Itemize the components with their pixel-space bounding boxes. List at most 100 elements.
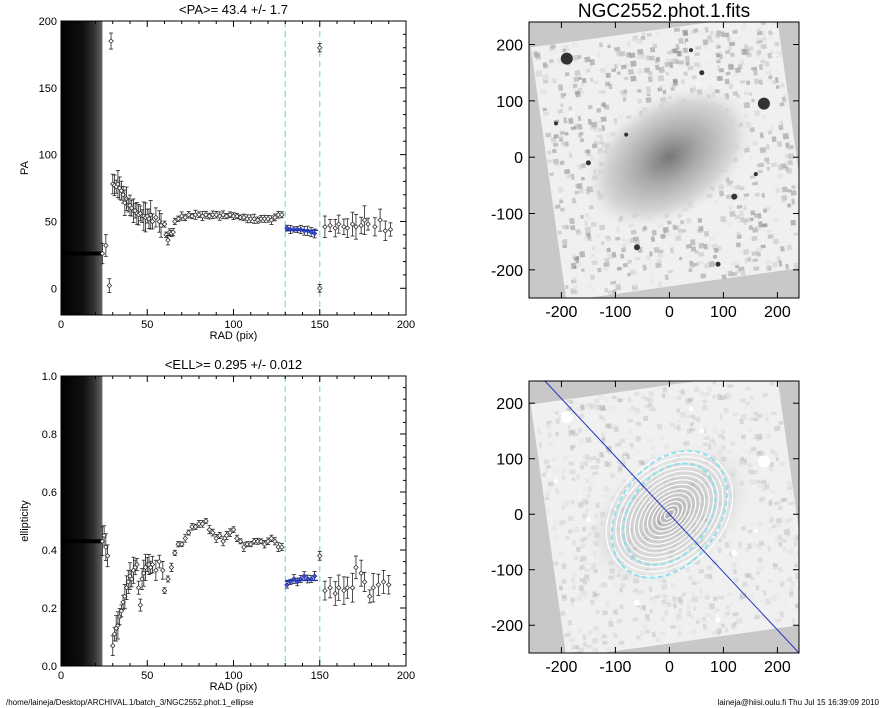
noise-speckle bbox=[724, 585, 731, 590]
noise-speckle bbox=[537, 427, 542, 435]
noise-speckle bbox=[666, 265, 671, 270]
noise-speckle bbox=[579, 413, 585, 419]
data-point bbox=[153, 214, 159, 221]
noise-speckle bbox=[606, 646, 613, 653]
star bbox=[715, 617, 721, 623]
noise-speckle bbox=[616, 459, 622, 465]
noise-speckle bbox=[619, 438, 626, 444]
noise-speckle bbox=[576, 492, 583, 500]
noise-speckle bbox=[760, 477, 766, 483]
noise-speckle bbox=[712, 254, 718, 259]
y-tick-label: 0.2 bbox=[42, 603, 57, 615]
data-point bbox=[185, 529, 192, 536]
noise-speckle bbox=[587, 118, 592, 125]
noise-speckle bbox=[591, 465, 596, 469]
noise-speckle bbox=[766, 433, 772, 439]
noise-speckle bbox=[608, 620, 614, 628]
noise-speckle bbox=[620, 253, 625, 259]
noise-speckle bbox=[749, 155, 754, 160]
noise-speckle bbox=[584, 503, 590, 509]
noise-speckle bbox=[670, 624, 677, 629]
noise-speckle bbox=[612, 632, 618, 639]
noise-speckle bbox=[744, 258, 749, 264]
data-point bbox=[322, 224, 328, 230]
x-tick-label: 0 bbox=[665, 304, 674, 321]
noise-speckle bbox=[566, 174, 572, 179]
noise-speckle bbox=[778, 541, 783, 547]
noise-speckle bbox=[755, 543, 762, 548]
noise-speckle bbox=[637, 68, 643, 75]
noise-speckle bbox=[580, 138, 584, 143]
noise-speckle bbox=[679, 600, 684, 605]
noise-speckle bbox=[623, 76, 629, 81]
noise-speckle bbox=[687, 65, 694, 71]
noise-speckle bbox=[755, 436, 762, 442]
noise-speckle bbox=[731, 411, 739, 417]
data-point bbox=[203, 518, 209, 524]
noise-speckle bbox=[562, 454, 569, 462]
noise-speckle bbox=[658, 602, 665, 609]
data-point bbox=[265, 216, 271, 222]
noise-speckle bbox=[606, 247, 612, 253]
noise-speckle bbox=[637, 48, 644, 56]
noise-speckle bbox=[601, 634, 608, 639]
noise-speckle bbox=[559, 519, 566, 525]
noise-speckle bbox=[653, 600, 658, 606]
noise-speckle bbox=[780, 497, 786, 503]
noise-speckle bbox=[651, 448, 657, 452]
noise-speckle bbox=[728, 84, 734, 89]
image-frame-border bbox=[528, 380, 800, 654]
noise-speckle bbox=[677, 50, 683, 57]
noise-speckle bbox=[785, 532, 791, 537]
noise-speckle bbox=[648, 390, 655, 397]
noise-speckle bbox=[635, 634, 641, 640]
noise-speckle bbox=[573, 555, 579, 561]
noise-speckle bbox=[748, 225, 753, 231]
noise-speckle bbox=[771, 79, 776, 85]
noise-speckle bbox=[623, 641, 629, 646]
noise-speckle bbox=[588, 630, 593, 635]
noise-speckle bbox=[581, 77, 587, 84]
noise-speckle bbox=[554, 488, 560, 495]
data-point bbox=[272, 214, 278, 221]
noise-speckle bbox=[733, 577, 739, 584]
noise-speckle bbox=[760, 613, 765, 619]
noise-speckle bbox=[614, 46, 621, 52]
noise-speckle bbox=[663, 609, 669, 616]
noise-speckle bbox=[591, 121, 598, 128]
noise-speckle bbox=[573, 432, 579, 437]
noise-speckle bbox=[541, 472, 547, 477]
noise-speckle bbox=[689, 263, 696, 269]
data-point bbox=[353, 224, 359, 230]
noise-speckle bbox=[542, 107, 548, 112]
noise-speckle bbox=[629, 237, 636, 244]
noise-speckle bbox=[765, 265, 772, 271]
noise-speckle bbox=[595, 248, 601, 253]
noise-speckle bbox=[705, 608, 711, 613]
noise-speckle bbox=[782, 132, 790, 140]
noise-speckle bbox=[554, 204, 561, 209]
noise-speckle bbox=[632, 617, 639, 622]
noise-speckle bbox=[620, 89, 627, 95]
noise-speckle bbox=[731, 184, 737, 190]
noise-speckle bbox=[579, 404, 585, 411]
noise-speckle bbox=[548, 59, 554, 64]
noise-speckle bbox=[767, 234, 774, 239]
noise-speckle bbox=[601, 437, 606, 444]
y-tick-label: 200 bbox=[39, 16, 57, 28]
noise-speckle bbox=[767, 546, 772, 552]
noise-speckle bbox=[723, 39, 728, 44]
noise-speckle bbox=[575, 183, 581, 189]
noise-speckle bbox=[585, 435, 592, 441]
noise-speckle bbox=[734, 589, 739, 594]
noise-speckle bbox=[661, 599, 668, 605]
noise-speckle bbox=[733, 392, 739, 398]
noise-speckle bbox=[561, 579, 567, 585]
noise-speckle bbox=[749, 217, 754, 222]
noise-speckle bbox=[580, 83, 585, 87]
noise-speckle bbox=[703, 387, 709, 394]
noise-speckle bbox=[763, 483, 770, 490]
noise-speckle bbox=[695, 573, 700, 578]
data-point bbox=[118, 608, 125, 614]
noise-speckle bbox=[751, 262, 756, 267]
